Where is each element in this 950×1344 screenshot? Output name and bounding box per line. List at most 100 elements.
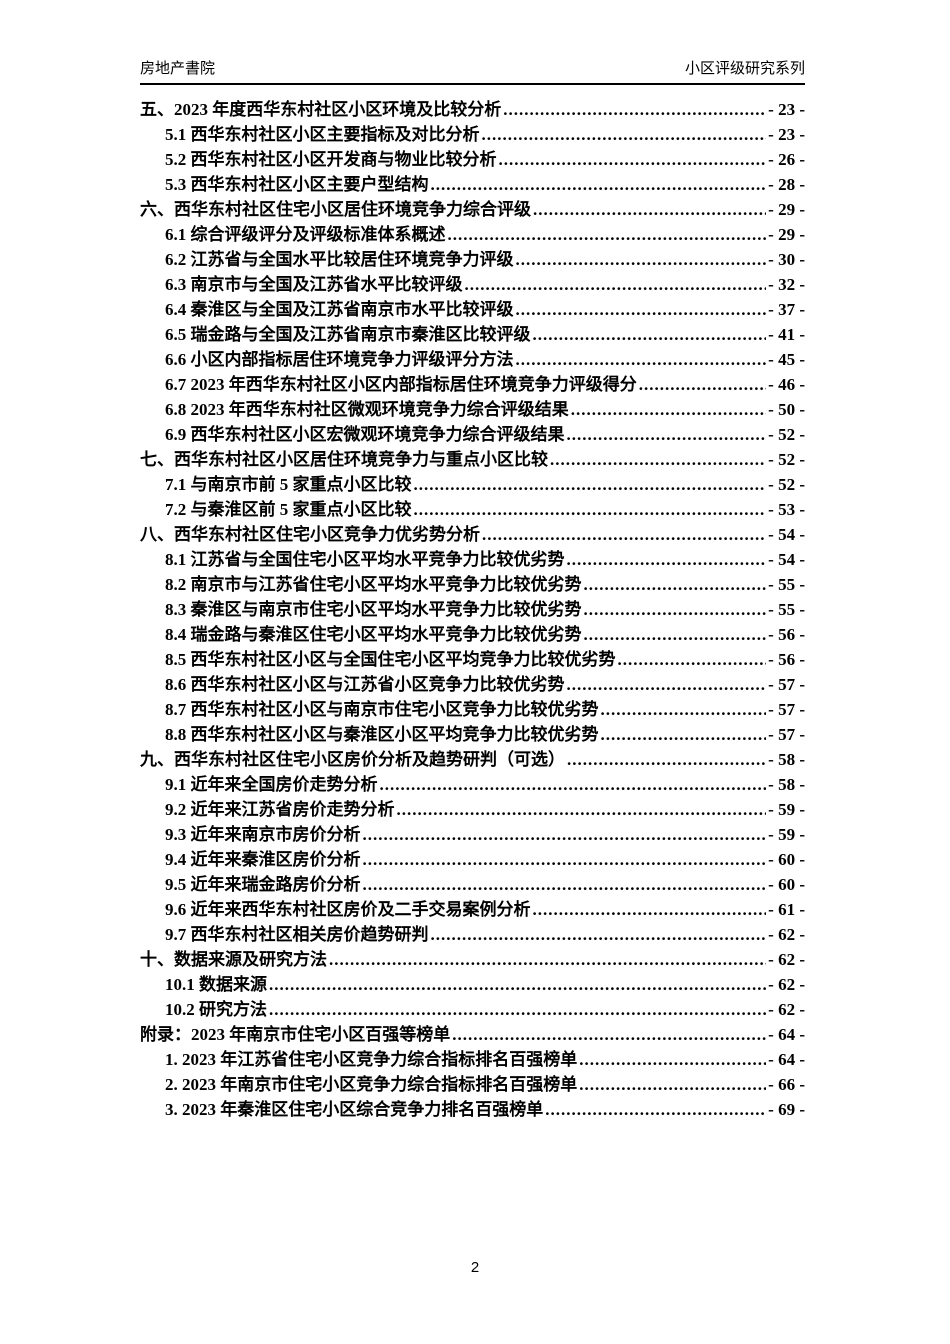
toc-entry[interactable]: 8.3 秦淮区与南京市住宅小区平均水平竞争力比较优劣势 ............… — [140, 597, 805, 622]
toc-entry-page: - 52 - — [768, 450, 805, 469]
toc-entry[interactable]: 6.1 综合评级评分及评级标准体系概述 ....................… — [140, 222, 805, 247]
toc-entry-label: 十、数据来源及研究方法 — [140, 950, 327, 969]
toc-entry-page: - 55 - — [768, 600, 805, 619]
toc-entry-page: - 54 - — [768, 550, 805, 569]
toc-leader-dots: ........................................… — [269, 975, 766, 994]
toc-entry[interactable]: 7.2 与秦淮区前 5 家重点小区比较 ....................… — [140, 497, 805, 522]
toc-entry[interactable]: 附录：2023 年南京市住宅小区百强等榜单 ..................… — [140, 1022, 805, 1047]
toc-entry-label: 9.1 近年来全国房价走势分析 — [165, 775, 378, 794]
toc-entry[interactable]: 6.2 江苏省与全国水平比较居住环境竞争力评级 ................… — [140, 247, 805, 272]
toc-entry[interactable]: 8.1 江苏省与全国住宅小区平均水平竞争力比较优劣势 .............… — [140, 547, 805, 572]
toc-entry-page: - 37 - — [768, 300, 805, 319]
toc-entry[interactable]: 10.1 数据来源 ..............................… — [140, 972, 805, 997]
toc-entry-page: - 59 - — [768, 800, 805, 819]
toc-leader-dots: ........................................… — [515, 300, 767, 319]
toc-entry-page: - 29 - — [768, 225, 805, 244]
page-footer: 2 — [0, 1258, 950, 1278]
toc-leader-dots: ........................................… — [515, 350, 767, 369]
toc-entry-page: - 50 - — [768, 400, 805, 419]
toc-entry[interactable]: 5.3 西华东村社区小区主要户型结构 .....................… — [140, 172, 805, 197]
toc-entry-page: - 69 - — [768, 1100, 805, 1119]
toc-leader-dots: ........................................… — [566, 425, 767, 444]
toc-entry-page: - 29 - — [768, 200, 805, 219]
toc-entry-label: 5.1 西华东村社区小区主要指标及对比分析 — [165, 125, 480, 144]
toc-entry[interactable]: 7.1 与南京市前 5 家重点小区比较 ....................… — [140, 472, 805, 497]
toc-leader-dots: ........................................… — [532, 325, 767, 344]
toc-leader-dots: ........................................… — [362, 850, 767, 869]
toc-entry[interactable]: 6.9 西华东村社区小区宏微观环境竞争力综合评级结果 .............… — [140, 422, 805, 447]
toc-entry-label: 6.7 2023 年西华东村社区小区内部指标居住环境竞争力评级得分 — [165, 375, 637, 394]
toc-entry[interactable]: 五、2023 年度西华东村社区小区环境及比较分析 ...............… — [140, 97, 805, 122]
toc-entry[interactable]: 6.5 瑞金路与全国及江苏省南京市秦淮区比较评级 ...............… — [140, 322, 805, 347]
toc-entry-label: 6.5 瑞金路与全国及江苏省南京市秦淮区比较评级 — [165, 325, 531, 344]
header-left-text: 房地产書院 — [140, 60, 216, 77]
toc-entry[interactable]: 9.4 近年来秦淮区房价分析 .........................… — [140, 847, 805, 872]
toc-entry-page: - 52 - — [768, 425, 805, 444]
toc-entry[interactable]: 十、数据来源及研究方法 ............................… — [140, 947, 805, 972]
toc-entry-label: 8.6 西华东村社区小区与江苏省小区竞争力比较优劣势 — [165, 675, 565, 694]
toc-leader-dots: ........................................… — [583, 625, 767, 644]
toc-entry[interactable]: 8.8 西华东村社区小区与秦淮区小区平均竞争力比较优劣势 ...........… — [140, 722, 805, 747]
toc-entry[interactable]: 5.2 西华东村社区小区开发商与物业比较分析 .................… — [140, 147, 805, 172]
toc-entry[interactable]: 3. 2023 年秦淮区住宅小区综合竞争力排名百强榜单 ............… — [140, 1097, 805, 1122]
toc-entry-page: - 28 - — [768, 175, 805, 194]
toc-entry[interactable]: 六、西华东村社区住宅小区居住环境竞争力综合评级 ................… — [140, 197, 805, 222]
toc-entry[interactable]: 10.2 研究方法 ..............................… — [140, 997, 805, 1022]
toc-entry[interactable]: 8.4 瑞金路与秦淮区住宅小区平均水平竞争力比较优劣势 ............… — [140, 622, 805, 647]
toc-entry[interactable]: 6.4 秦淮区与全国及江苏省南京市水平比较评级 ................… — [140, 297, 805, 322]
toc-leader-dots: ........................................… — [533, 200, 767, 219]
toc-entry-label: 6.8 2023 年西华东村社区微观环境竞争力综合评级结果 — [165, 400, 569, 419]
toc-entry[interactable]: 九、西华东村社区住宅小区房价分析及趋势研判（可选） ..............… — [140, 747, 805, 772]
toc-entry-page: - 62 - — [768, 950, 805, 969]
toc-entry-page: - 66 - — [768, 1075, 805, 1094]
toc-entry-label: 六、西华东村社区住宅小区居住环境竞争力综合评级 — [140, 200, 531, 219]
toc-entry-label: 8.4 瑞金路与秦淮区住宅小区平均水平竞争力比较优劣势 — [165, 625, 582, 644]
toc-leader-dots: ........................................… — [447, 225, 767, 244]
toc-leader-dots: ........................................… — [362, 875, 767, 894]
toc-entry-label: 8.2 南京市与江苏省住宅小区平均水平竞争力比较优劣势 — [165, 575, 582, 594]
toc-entry[interactable]: 9.3 近年来南京市房价分析 .........................… — [140, 822, 805, 847]
toc-leader-dots: ........................................… — [362, 825, 767, 844]
page-number: 2 — [470, 1259, 480, 1276]
toc-entry-label: 9.4 近年来秦淮区房价分析 — [165, 850, 361, 869]
toc-entry[interactable]: 5.1 西华东村社区小区主要指标及对比分析 ..................… — [140, 122, 805, 147]
toc-entry-page: - 64 - — [768, 1050, 805, 1069]
toc-leader-dots: ........................................… — [413, 475, 767, 494]
toc-leader-dots: ........................................… — [570, 400, 766, 419]
toc-entry[interactable]: 八、西华东村社区住宅小区竞争力优劣势分析 ...................… — [140, 522, 805, 547]
toc-entry[interactable]: 1. 2023 年江苏省住宅小区竞争力综合指标排名百强榜单 ..........… — [140, 1047, 805, 1072]
toc-entry[interactable]: 9.6 近年来西华东村社区房价及二手交易案例分析 ...............… — [140, 897, 805, 922]
toc-entry[interactable]: 9.7 西华东村社区相关房价趋势研判 .....................… — [140, 922, 805, 947]
toc-entry[interactable]: 9.5 近年来瑞金路房价分析 .........................… — [140, 872, 805, 897]
toc-entry[interactable]: 9.2 近年来江苏省房价走势分析 .......................… — [140, 797, 805, 822]
toc-entry-page: - 30 - — [768, 250, 805, 269]
toc-leader-dots: ........................................… — [430, 175, 767, 194]
toc-entry[interactable]: 8.7 西华东村社区小区与南京市住宅小区竞争力比较优劣势 ...........… — [140, 697, 805, 722]
toc-entry[interactable]: 9.1 近年来全国房价走势分析 ........................… — [140, 772, 805, 797]
toc-entry-page: - 53 - — [768, 500, 805, 519]
toc-entry-page: - 60 - — [768, 875, 805, 894]
toc-leader-dots: ........................................… — [481, 125, 767, 144]
toc-entry-label: 6.2 江苏省与全国水平比较居住环境竞争力评级 — [165, 250, 514, 269]
toc-entry-label: 1. 2023 年江苏省住宅小区竞争力综合指标排名百强榜单 — [165, 1050, 578, 1069]
toc-entry-label: 9.6 近年来西华东村社区房价及二手交易案例分析 — [165, 900, 531, 919]
toc-entry[interactable]: 6.8 2023 年西华东村社区微观环境竞争力综合评级结果 ..........… — [140, 397, 805, 422]
toc-entry[interactable]: 七、西华东村社区小区居住环境竞争力与重点小区比较 ...............… — [140, 447, 805, 472]
toc-entry[interactable]: 8.5 西华东村社区小区与全国住宅小区平均竞争力比较优劣势 ..........… — [140, 647, 805, 672]
toc-entry-label: 6.6 小区内部指标居住环境竞争力评级评分方法 — [165, 350, 514, 369]
toc-entry-page: - 26 - — [768, 150, 805, 169]
toc-leader-dots: ........................................… — [452, 1025, 767, 1044]
toc-entry[interactable]: 6.6 小区内部指标居住环境竞争力评级评分方法 ................… — [140, 347, 805, 372]
toc-entry[interactable]: 8.6 西华东村社区小区与江苏省小区竞争力比较优劣势 .............… — [140, 672, 805, 697]
toc-entry[interactable]: 6.7 2023 年西华东村社区小区内部指标居住环境竞争力评级得分 ......… — [140, 372, 805, 397]
toc-entry[interactable]: 6.3 南京市与全国及江苏省水平比较评级 ...................… — [140, 272, 805, 297]
toc-entry-label: 3. 2023 年秦淮区住宅小区综合竞争力排名百强榜单 — [165, 1100, 544, 1119]
toc-entry[interactable]: 2. 2023 年南京市住宅小区竞争力综合指标排名百强榜单 ..........… — [140, 1072, 805, 1097]
toc-entry-page: - 52 - — [768, 475, 805, 494]
toc-entry-page: - 59 - — [768, 825, 805, 844]
toc-leader-dots: ........................................… — [532, 900, 767, 919]
toc-leader-dots: ........................................… — [583, 600, 767, 619]
toc-leader-dots: ........................................… — [515, 250, 767, 269]
toc-entry[interactable]: 8.2 南京市与江苏省住宅小区平均水平竞争力比较优劣势 ............… — [140, 572, 805, 597]
toc-entry-label: 附录：2023 年南京市住宅小区百强等榜单 — [140, 1025, 451, 1044]
